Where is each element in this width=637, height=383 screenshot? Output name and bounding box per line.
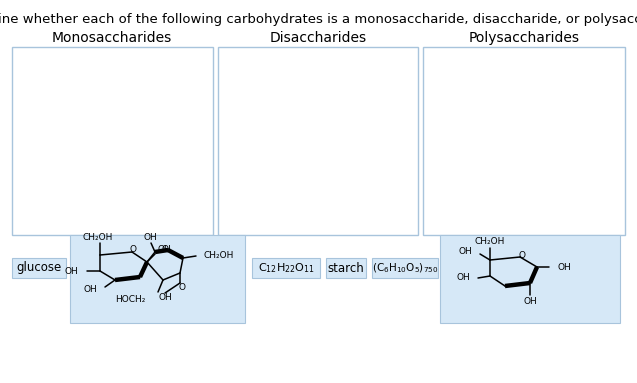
Text: CH₂OH: CH₂OH: [475, 237, 505, 247]
Text: OH: OH: [64, 267, 78, 275]
Text: $\mathregular{C_{12}H_{22}O_{11}}$: $\mathregular{C_{12}H_{22}O_{11}}$: [257, 261, 315, 275]
Text: $\mathregular{(C_6H_{10}O_5)_{750}}$: $\mathregular{(C_6H_{10}O_5)_{750}}$: [372, 261, 438, 275]
Text: O: O: [129, 246, 136, 254]
Bar: [372, 258, 438, 278]
Bar: [70, 235, 245, 323]
Text: Determine whether each of the following carbohydrates is a monosaccharide, disac: Determine whether each of the following …: [0, 13, 637, 26]
Text: HOCH₂: HOCH₂: [115, 295, 145, 303]
Text: starch: starch: [327, 262, 364, 275]
Text: O: O: [162, 244, 169, 254]
Text: OH: OH: [523, 296, 537, 306]
Text: O: O: [178, 283, 185, 291]
Bar: [252, 258, 320, 278]
Bar: [12, 47, 213, 235]
Text: Polysaccharides: Polysaccharides: [468, 31, 580, 45]
Bar: [12, 258, 66, 278]
Bar: [218, 47, 418, 235]
Text: CH₂OH: CH₂OH: [203, 252, 233, 260]
Text: OH: OH: [158, 244, 172, 254]
Text: OH: OH: [143, 232, 157, 242]
Text: glucose: glucose: [17, 262, 62, 275]
Text: OH: OH: [83, 285, 97, 293]
Text: OH: OH: [456, 273, 470, 283]
Text: Disaccharides: Disaccharides: [269, 31, 366, 45]
Text: OH: OH: [557, 262, 571, 272]
Bar: [423, 47, 625, 235]
Text: Monosaccharides: Monosaccharides: [52, 31, 172, 45]
Text: CH₂OH: CH₂OH: [83, 232, 113, 242]
Bar: [326, 258, 366, 278]
Bar: [440, 235, 620, 323]
Text: OH: OH: [458, 247, 472, 257]
Text: O: O: [519, 250, 526, 260]
Text: OH: OH: [158, 293, 172, 301]
